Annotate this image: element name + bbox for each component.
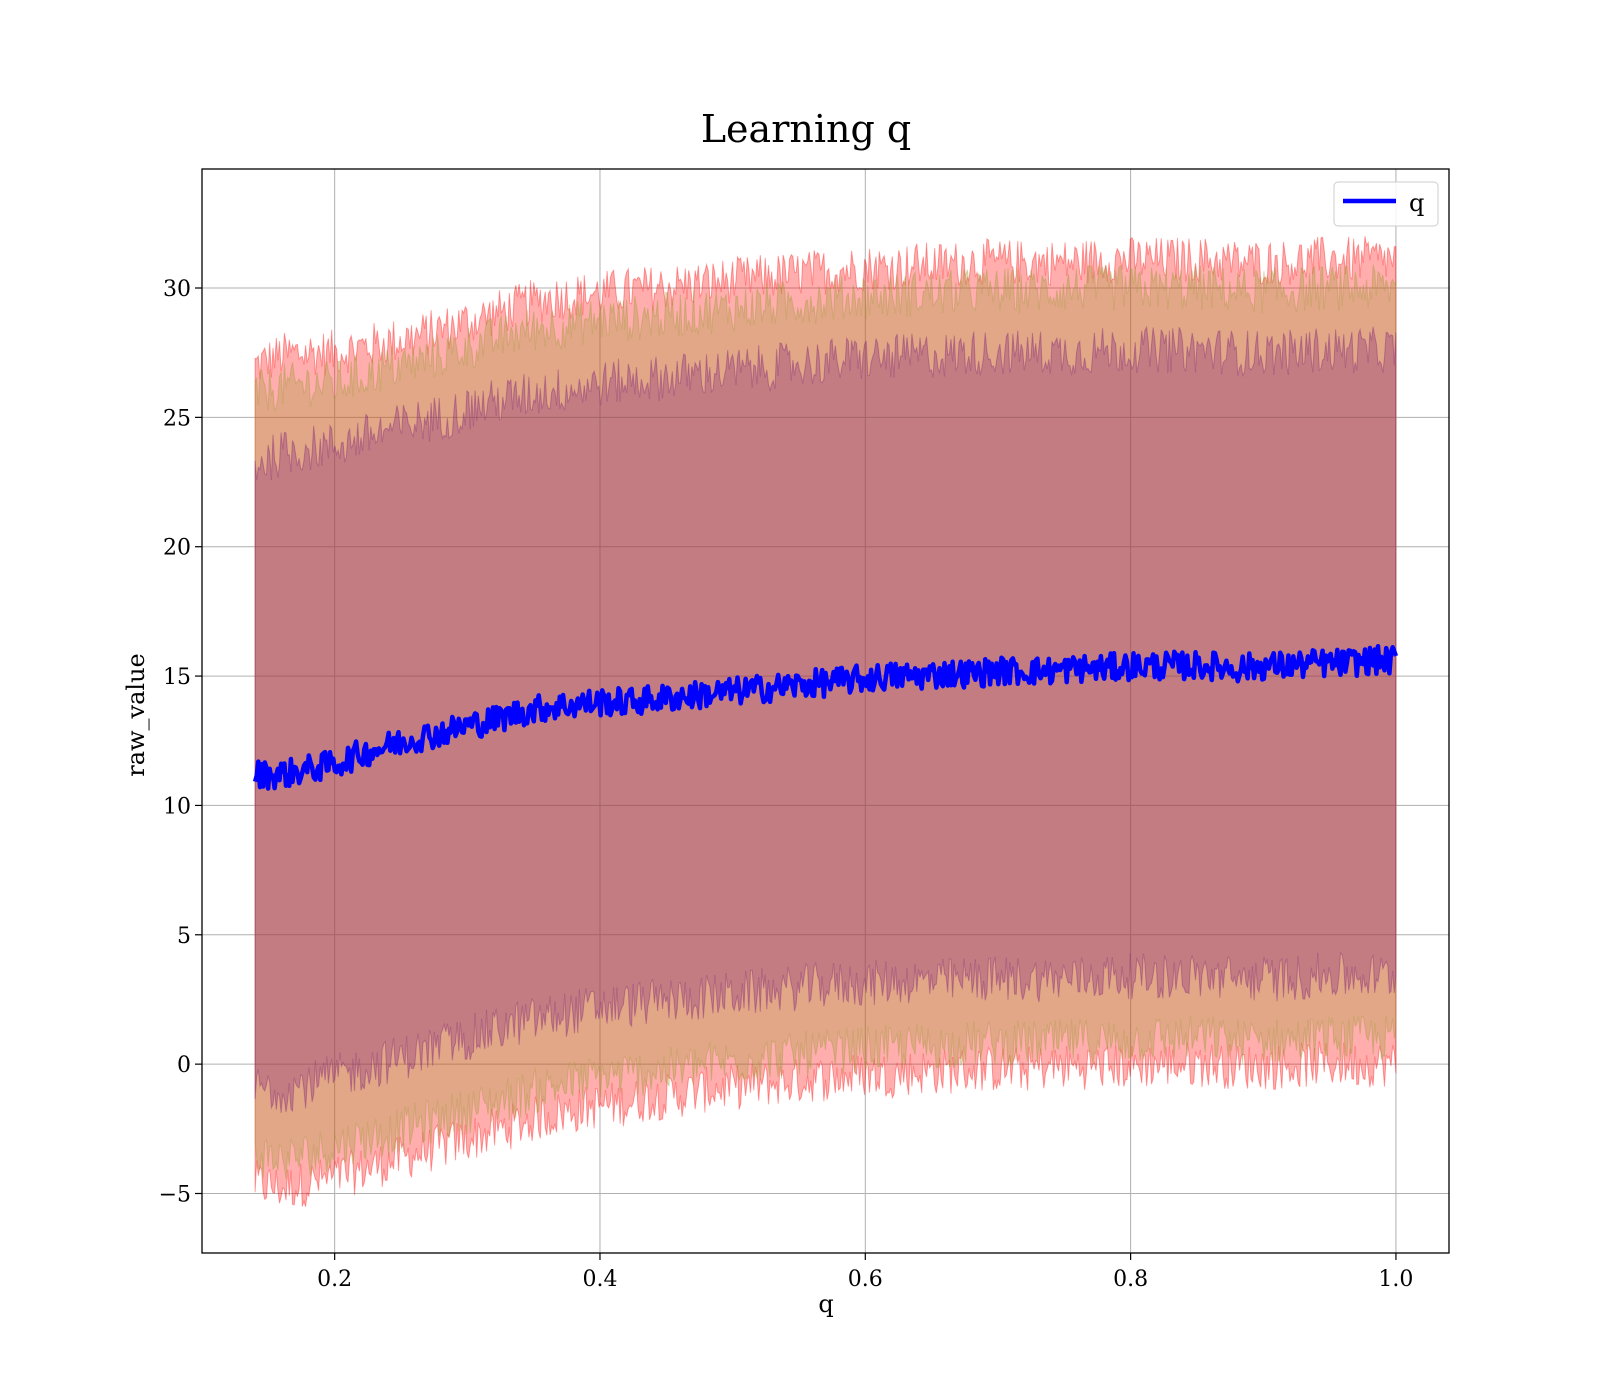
- series-line-q: [252, 644, 1399, 791]
- chart-title: Learning q: [701, 107, 911, 151]
- band-middle: [254, 264, 1397, 1180]
- x-tick-label: 0.6: [848, 1267, 883, 1292]
- y-tick-label: 0: [177, 1053, 191, 1078]
- y-tick-label: 5: [177, 924, 191, 949]
- legend: q: [1333, 181, 1439, 227]
- axes-frame: [201, 168, 1450, 1254]
- y-axis-label: raw_value: [122, 653, 150, 777]
- y-tick-label: 20: [163, 536, 191, 561]
- y-tick-label: 30: [163, 277, 191, 302]
- y-tick-label: −5: [159, 1182, 191, 1207]
- band-outer: [254, 236, 1397, 1207]
- x-tick-label: 0.4: [582, 1267, 617, 1292]
- x-tick-label: 0.2: [317, 1267, 352, 1292]
- band-inner: [254, 325, 1397, 1114]
- band-layer: [254, 236, 1397, 1207]
- legend-frame: [1333, 181, 1439, 227]
- y-tick-label: 25: [163, 406, 191, 431]
- y-tick-label: 15: [163, 665, 191, 690]
- x-tick-label: 1.0: [1378, 1267, 1413, 1292]
- legend-label-q: q: [1409, 189, 1424, 217]
- x-tick-label: 0.8: [1113, 1267, 1148, 1292]
- plot-area: 0.2 0.4 0.6 0.8 1.0 −5 0 5 10 15 20 25 30: [159, 168, 1450, 1292]
- x-axis-label: q: [818, 1290, 833, 1318]
- y-tick-label: 10: [163, 794, 191, 819]
